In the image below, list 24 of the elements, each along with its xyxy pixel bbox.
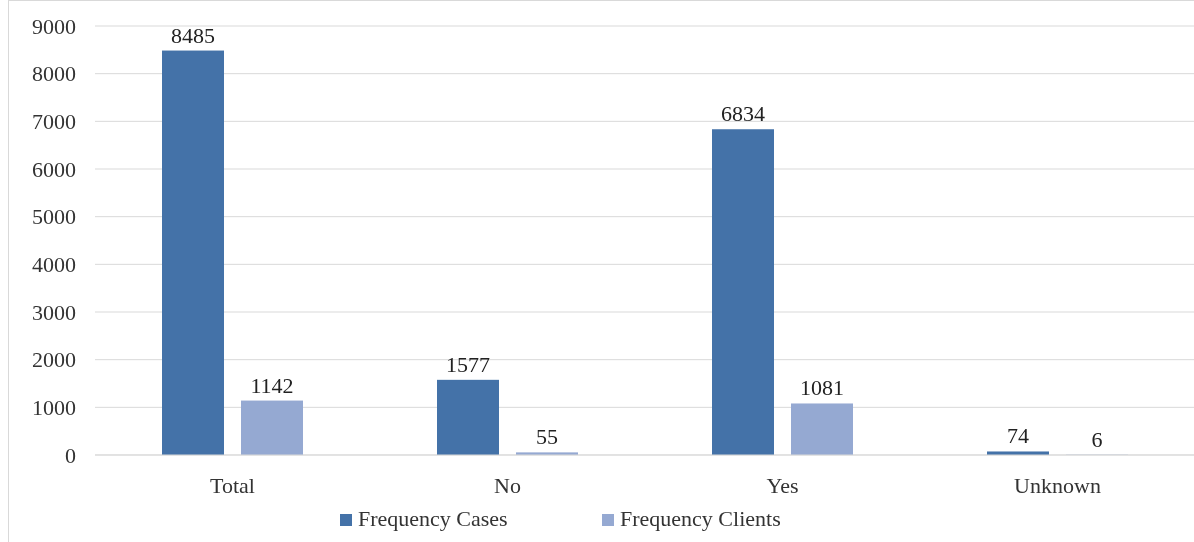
x-tick-label: No bbox=[494, 473, 521, 498]
data-label: 6 bbox=[1091, 426, 1103, 452]
x-tick-label: Total bbox=[210, 473, 255, 498]
x-tick-label: Yes bbox=[766, 473, 799, 498]
y-tick-label: 1000 bbox=[32, 395, 76, 421]
legend-label: Frequency Cases bbox=[358, 506, 508, 531]
data-label: 74 bbox=[1007, 423, 1029, 449]
data-label: 1577 bbox=[446, 351, 490, 377]
y-tick-label: 6000 bbox=[32, 156, 76, 182]
y-tick-label: 0 bbox=[65, 442, 76, 468]
y-tick-label: 8000 bbox=[32, 61, 76, 87]
y-tick-label: 4000 bbox=[32, 252, 76, 278]
data-label: 55 bbox=[536, 424, 558, 450]
y-tick-label: 3000 bbox=[32, 299, 76, 325]
y-tick-label: 7000 bbox=[32, 109, 76, 135]
y-tick-label: 2000 bbox=[32, 347, 76, 373]
y-tick-label: 5000 bbox=[32, 204, 76, 230]
data-label: 1142 bbox=[250, 372, 294, 398]
data-label: 8485 bbox=[171, 22, 215, 48]
legend-label: Frequency Clients bbox=[620, 506, 781, 531]
x-tick-label: Unknown bbox=[1014, 473, 1101, 498]
data-label: 6834 bbox=[721, 101, 765, 127]
data-label: 1081 bbox=[800, 375, 844, 401]
y-tick-label: 9000 bbox=[32, 13, 76, 39]
